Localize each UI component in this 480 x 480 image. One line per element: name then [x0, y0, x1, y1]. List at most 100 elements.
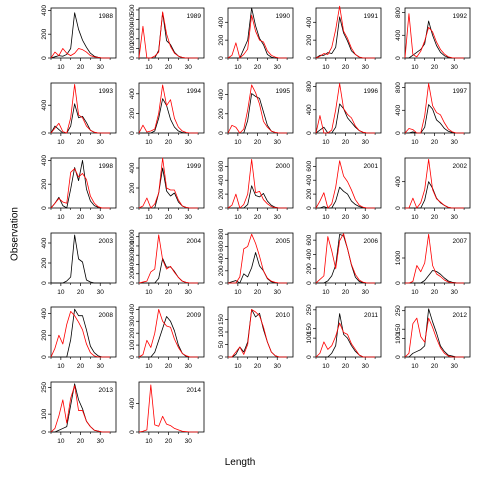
panel-year-label: 2005: [276, 238, 291, 245]
y-tick-label: 400: [218, 16, 225, 27]
series-line-black: [139, 98, 199, 134]
y-tick-label: 400: [218, 253, 225, 264]
y-tick-label: 800: [395, 7, 402, 18]
y-tick-label: 200: [41, 178, 48, 189]
x-tick-label: 20: [431, 214, 439, 221]
x-tick-label: 10: [145, 289, 153, 296]
x-tick-label: 10: [145, 64, 153, 71]
y-tick-label: 200: [218, 108, 225, 119]
y-tick-label: 500: [129, 4, 136, 15]
panel-frame: [315, 82, 382, 134]
y-tick-label: 250: [395, 305, 402, 316]
panel-1991: 1991 10 20 30 0 200 400: [306, 5, 382, 71]
x-tick-label: 20: [165, 289, 173, 296]
y-tick-label: 0: [306, 206, 313, 210]
x-tick-label: 20: [342, 214, 350, 221]
series-line-black: [405, 308, 465, 358]
y-tick-label: 0: [306, 131, 313, 135]
series-line-black: [405, 20, 465, 59]
x-tick-label: 30: [97, 438, 105, 445]
y-tick-label: 400: [218, 89, 225, 100]
series-line-black: [315, 16, 376, 59]
x-tick-label: 20: [431, 139, 439, 146]
panel-year-label: 2002: [453, 163, 468, 170]
y-tick-label: 200: [129, 268, 136, 279]
y-tick-label: 0: [41, 56, 48, 60]
panel-year-label: 2006: [364, 238, 379, 245]
x-tick-label: 10: [57, 289, 65, 296]
y-tick-label: 200: [129, 108, 136, 119]
x-tick-label: 10: [57, 214, 65, 221]
x-tick-label: 20: [254, 214, 262, 221]
y-tick-label: 0: [306, 56, 313, 60]
x-tick-label: 20: [165, 214, 173, 221]
x-axis-title: Length: [224, 457, 256, 468]
x-tick-label: 20: [77, 438, 85, 445]
y-tick-label: 250: [306, 304, 313, 315]
panel-frame: [315, 7, 382, 59]
x-tick-label: 20: [165, 438, 173, 445]
panel-year-label: 2001: [364, 163, 379, 170]
y-tick-label: 0: [129, 355, 136, 359]
y-tick-label: 200: [218, 265, 225, 276]
panel-year-label: 2007: [453, 238, 468, 245]
y-tick-label: 400: [395, 104, 402, 115]
panel-year-label: 2003: [99, 238, 114, 245]
y-tick-label: 300: [129, 315, 136, 326]
panel-2003: 2003 10 20 30 0 200 400: [41, 232, 117, 296]
y-tick-label: 1000: [129, 229, 136, 244]
y-tick-label: 400: [306, 249, 313, 260]
y-tick-label: 0: [129, 281, 136, 285]
series-line-red: [50, 385, 111, 433]
x-tick-label: 20: [342, 64, 350, 71]
panel-frame: [50, 232, 117, 284]
x-tick-label: 20: [165, 139, 173, 146]
series-line-black: [51, 234, 111, 284]
x-tick-label: 30: [185, 139, 193, 146]
series-line-red: [228, 309, 288, 358]
y-tick-label: 400: [218, 174, 225, 185]
series-line-red: [405, 158, 465, 209]
panel-2000: 2000 10 20 30 0 200 400 600: [218, 157, 294, 221]
panel-1995: 1995 10 20 30 0 200 400: [218, 82, 294, 146]
panel-1999: 1999 10 20 30 0 200 400: [129, 157, 205, 221]
y-tick-label: 250: [41, 382, 48, 393]
panel-frame: [138, 381, 205, 433]
x-tick-label: 30: [451, 214, 459, 221]
x-tick-label: 10: [145, 214, 153, 221]
series-line-black: [139, 316, 199, 358]
x-tick-label: 20: [165, 64, 173, 71]
panel-frame: [50, 381, 117, 433]
x-tick-label: 10: [234, 64, 242, 71]
y-tick-label: 0: [395, 56, 402, 60]
x-tick-label: 10: [411, 214, 419, 221]
panel-frame: [138, 82, 205, 134]
panel-frame: [138, 232, 205, 284]
x-tick-label: 30: [97, 363, 105, 370]
y-tick-label: 200: [41, 257, 48, 268]
x-tick-label: 30: [185, 64, 193, 71]
panel-2014: 2014 10 20 30 0 400: [129, 381, 205, 445]
x-tick-label: 20: [77, 289, 85, 296]
x-tick-label: 30: [97, 139, 105, 146]
panel-year-label: 1992: [453, 13, 468, 20]
x-tick-label: 20: [431, 363, 439, 370]
panel-year-label: 1995: [276, 88, 291, 95]
y-tick-label: 0: [306, 355, 313, 359]
x-tick-label: 30: [362, 289, 370, 296]
panel-year-label: 2014: [187, 387, 202, 394]
y-tick-label: 200: [306, 263, 313, 274]
y-tick-label: 150: [218, 314, 225, 325]
series-line-black: [227, 252, 288, 284]
x-tick-label: 10: [411, 289, 419, 296]
series-line-red: [228, 233, 288, 284]
panel-1992: 1992 10 20 30 0 400 800: [395, 7, 471, 71]
x-tick-label: 20: [77, 64, 85, 71]
panel-year-label: 1996: [364, 88, 379, 95]
y-tick-label: 0: [218, 206, 225, 210]
y-tick-label: 0: [41, 281, 48, 285]
y-tick-label: 0: [129, 56, 136, 60]
x-tick-label: 30: [451, 64, 459, 71]
